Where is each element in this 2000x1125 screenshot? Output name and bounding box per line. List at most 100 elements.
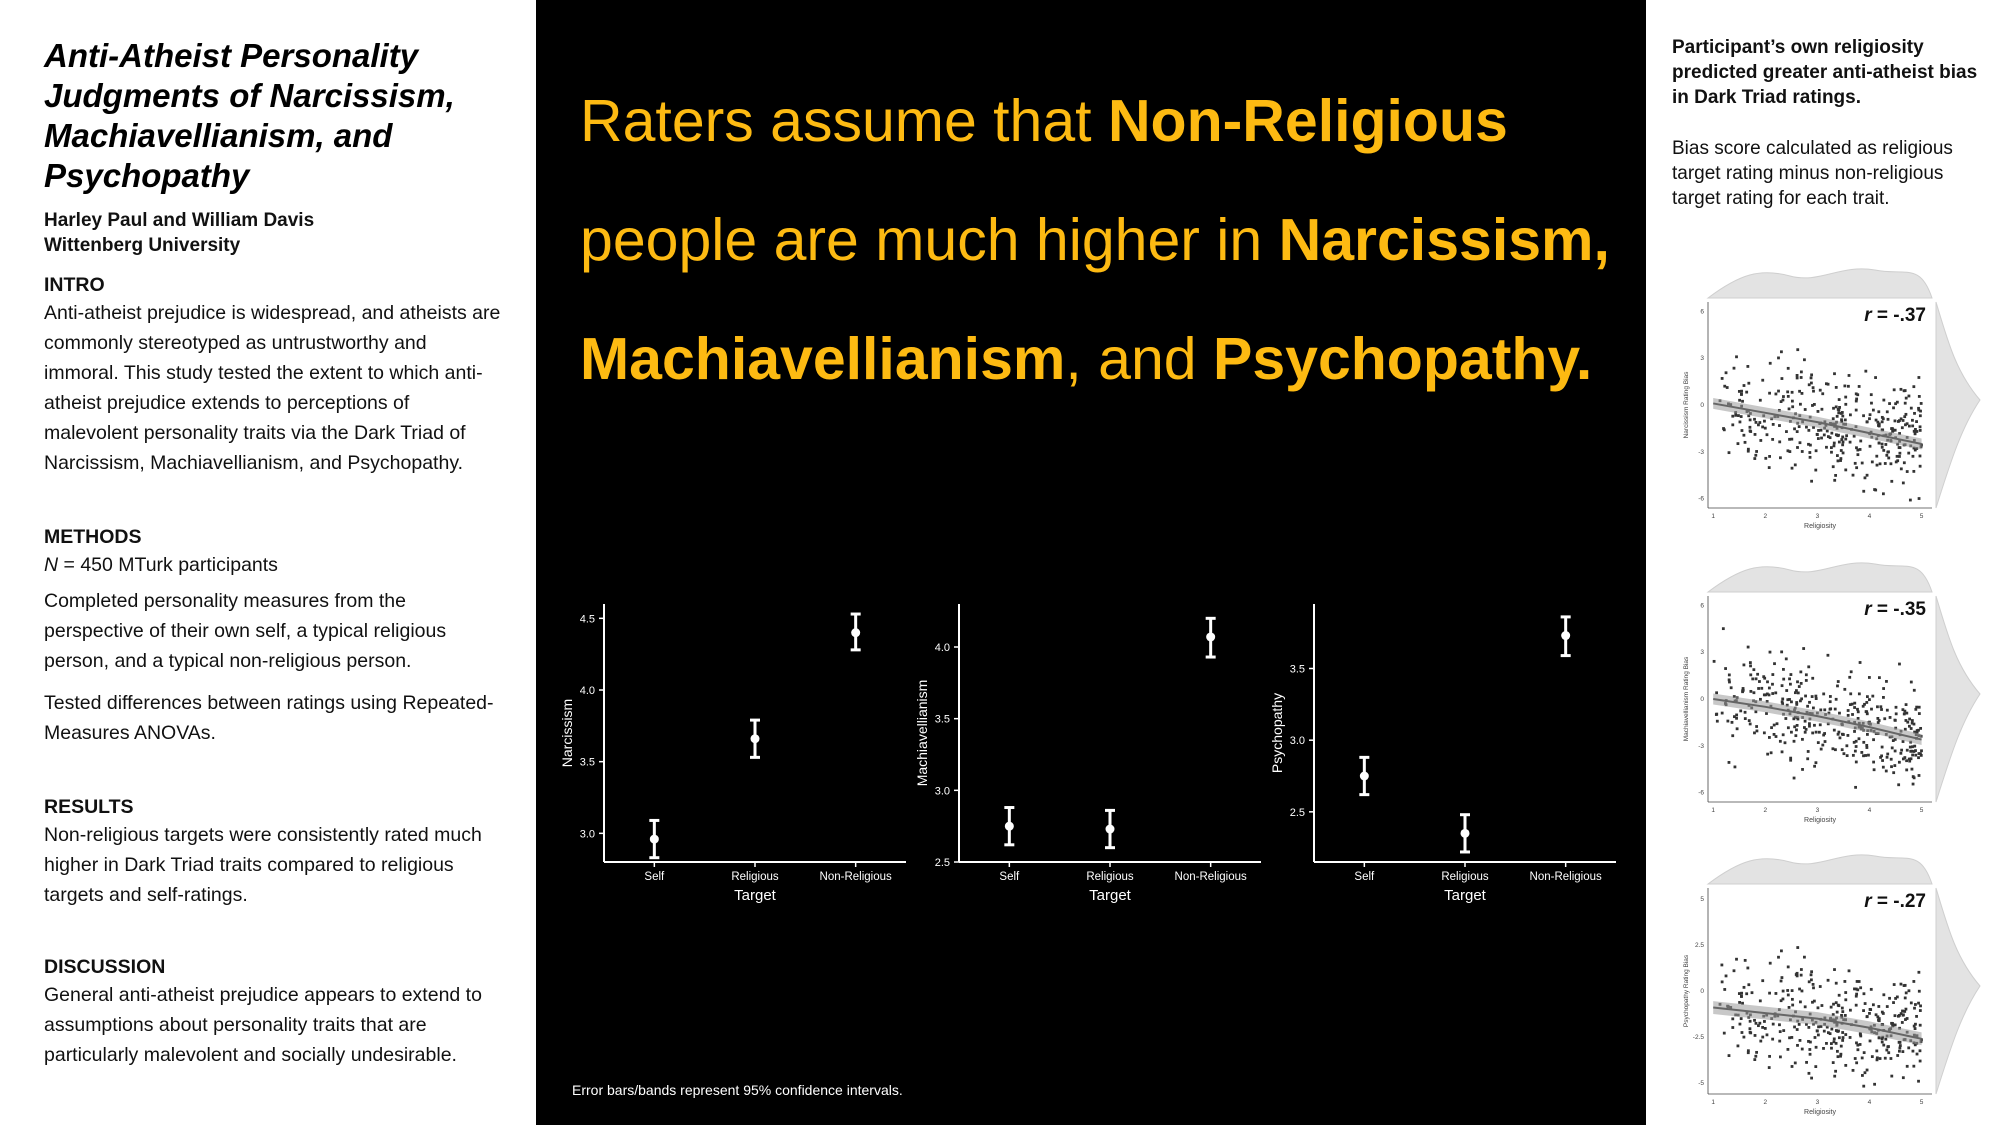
scatter-point xyxy=(1795,373,1799,377)
scatter-point xyxy=(1901,1013,1905,1017)
scatter-point xyxy=(1913,744,1917,748)
scatter-point xyxy=(1785,689,1789,692)
scatter-point xyxy=(1756,672,1760,676)
scatter-point xyxy=(1762,675,1766,679)
scatter-point xyxy=(1899,982,1903,986)
y-tick-label: 4.0 xyxy=(580,685,595,697)
scatter-point xyxy=(1833,707,1837,711)
scatter-point xyxy=(1807,442,1810,446)
scatter-point xyxy=(1799,670,1803,674)
scatter-point xyxy=(1741,688,1745,692)
scatter-point xyxy=(1791,1003,1795,1007)
scatter-point xyxy=(1812,403,1816,406)
scatter-point xyxy=(1759,1039,1763,1043)
scatter-point xyxy=(1795,1028,1799,1031)
scatter-point xyxy=(1855,1061,1859,1065)
scatter-point xyxy=(1912,980,1916,983)
scatter-point xyxy=(1892,1001,1895,1004)
scatter-point xyxy=(1731,414,1735,418)
scatter-point xyxy=(1853,461,1857,465)
scatter-point xyxy=(1819,747,1823,751)
scatter-point xyxy=(1808,724,1811,728)
scatter-point xyxy=(1784,717,1788,720)
scatter-point xyxy=(1901,1076,1905,1080)
scatter-point xyxy=(1791,405,1795,409)
headline-text: people are much higher in xyxy=(580,207,1279,273)
scatter-point xyxy=(1836,459,1840,463)
scatter-point xyxy=(1810,970,1814,974)
scatter-point xyxy=(1781,989,1785,993)
scatter-point xyxy=(1753,731,1756,735)
scatter-point xyxy=(1854,785,1858,789)
scatter-point xyxy=(1904,703,1908,707)
scatter-point xyxy=(1864,754,1868,757)
scatter-point xyxy=(1880,708,1883,711)
scatter-point xyxy=(1915,447,1919,450)
scatter-point xyxy=(1863,1002,1867,1005)
scatter-point xyxy=(1859,439,1863,443)
scatter-point xyxy=(1875,1056,1879,1060)
scatter-point xyxy=(1768,361,1772,365)
scatter-point xyxy=(1856,988,1860,992)
scatter-point xyxy=(1914,707,1918,711)
scatter-point xyxy=(1843,980,1847,983)
scatter-point xyxy=(1742,433,1746,437)
scatter-point xyxy=(1801,768,1804,771)
scatter-point xyxy=(1790,466,1794,470)
scatter-point xyxy=(1746,1051,1750,1055)
scatter-point xyxy=(1864,369,1868,373)
scatter-point xyxy=(1809,381,1813,385)
scatter-point xyxy=(1786,726,1790,730)
scatter-point xyxy=(1763,1020,1766,1023)
scatter-point xyxy=(1834,433,1838,437)
scatter-point xyxy=(1834,981,1838,985)
scatter-point xyxy=(1840,418,1843,422)
scatter-point xyxy=(1765,712,1768,715)
scatter-point xyxy=(1918,454,1922,458)
mean-point xyxy=(649,834,659,844)
scatter-point xyxy=(1768,391,1771,395)
scatter-point xyxy=(1806,750,1810,753)
scatter-point xyxy=(1789,682,1792,686)
scatter-point xyxy=(1844,468,1848,472)
right-title: Participant’s own religiosity predicted … xyxy=(1672,37,1978,108)
scatter-point xyxy=(1811,386,1815,390)
scatter-point xyxy=(1819,1025,1823,1028)
scatter-point xyxy=(1890,479,1894,483)
scatter-point xyxy=(1900,1021,1904,1024)
scatter-point xyxy=(1854,987,1858,991)
scatter-point xyxy=(1737,992,1741,995)
scatter-point xyxy=(1799,370,1803,374)
scatter-point xyxy=(1845,754,1849,758)
scatter-point xyxy=(1918,464,1922,468)
scatter-point xyxy=(1882,696,1885,699)
scatter-point xyxy=(1910,767,1914,771)
scatter-point xyxy=(1854,399,1858,403)
x-tick-label: Religious xyxy=(731,871,779,883)
mean-point xyxy=(1561,631,1571,641)
scatter-point xyxy=(1832,1040,1836,1044)
scatter-point xyxy=(1846,384,1850,388)
scatter-point xyxy=(1896,1054,1900,1057)
mean-point xyxy=(1105,824,1115,834)
scatter-point xyxy=(1830,431,1834,435)
scatter-point xyxy=(1903,1010,1907,1013)
right-density xyxy=(1935,301,1981,509)
scatter-point xyxy=(1918,428,1922,432)
y-tick-label: 0 xyxy=(1700,402,1704,409)
scatter-point xyxy=(1839,1054,1842,1058)
scatter-point xyxy=(1871,1003,1875,1007)
scatter-point xyxy=(1828,1032,1832,1036)
scatter-point xyxy=(1763,419,1766,423)
scatter-point xyxy=(1731,1017,1735,1021)
scatter-point xyxy=(1862,489,1866,493)
scatter-point xyxy=(1811,1000,1814,1004)
scatter-point xyxy=(1908,498,1912,502)
scatter-point xyxy=(1885,410,1889,414)
y-tick-label: 4.0 xyxy=(935,642,950,654)
scatter-point xyxy=(1822,733,1826,737)
scatter-point xyxy=(1823,708,1827,712)
correlation-label: r = -.35 xyxy=(1864,599,1926,620)
scatter-point xyxy=(1876,721,1880,724)
scatter-point xyxy=(1724,974,1728,978)
